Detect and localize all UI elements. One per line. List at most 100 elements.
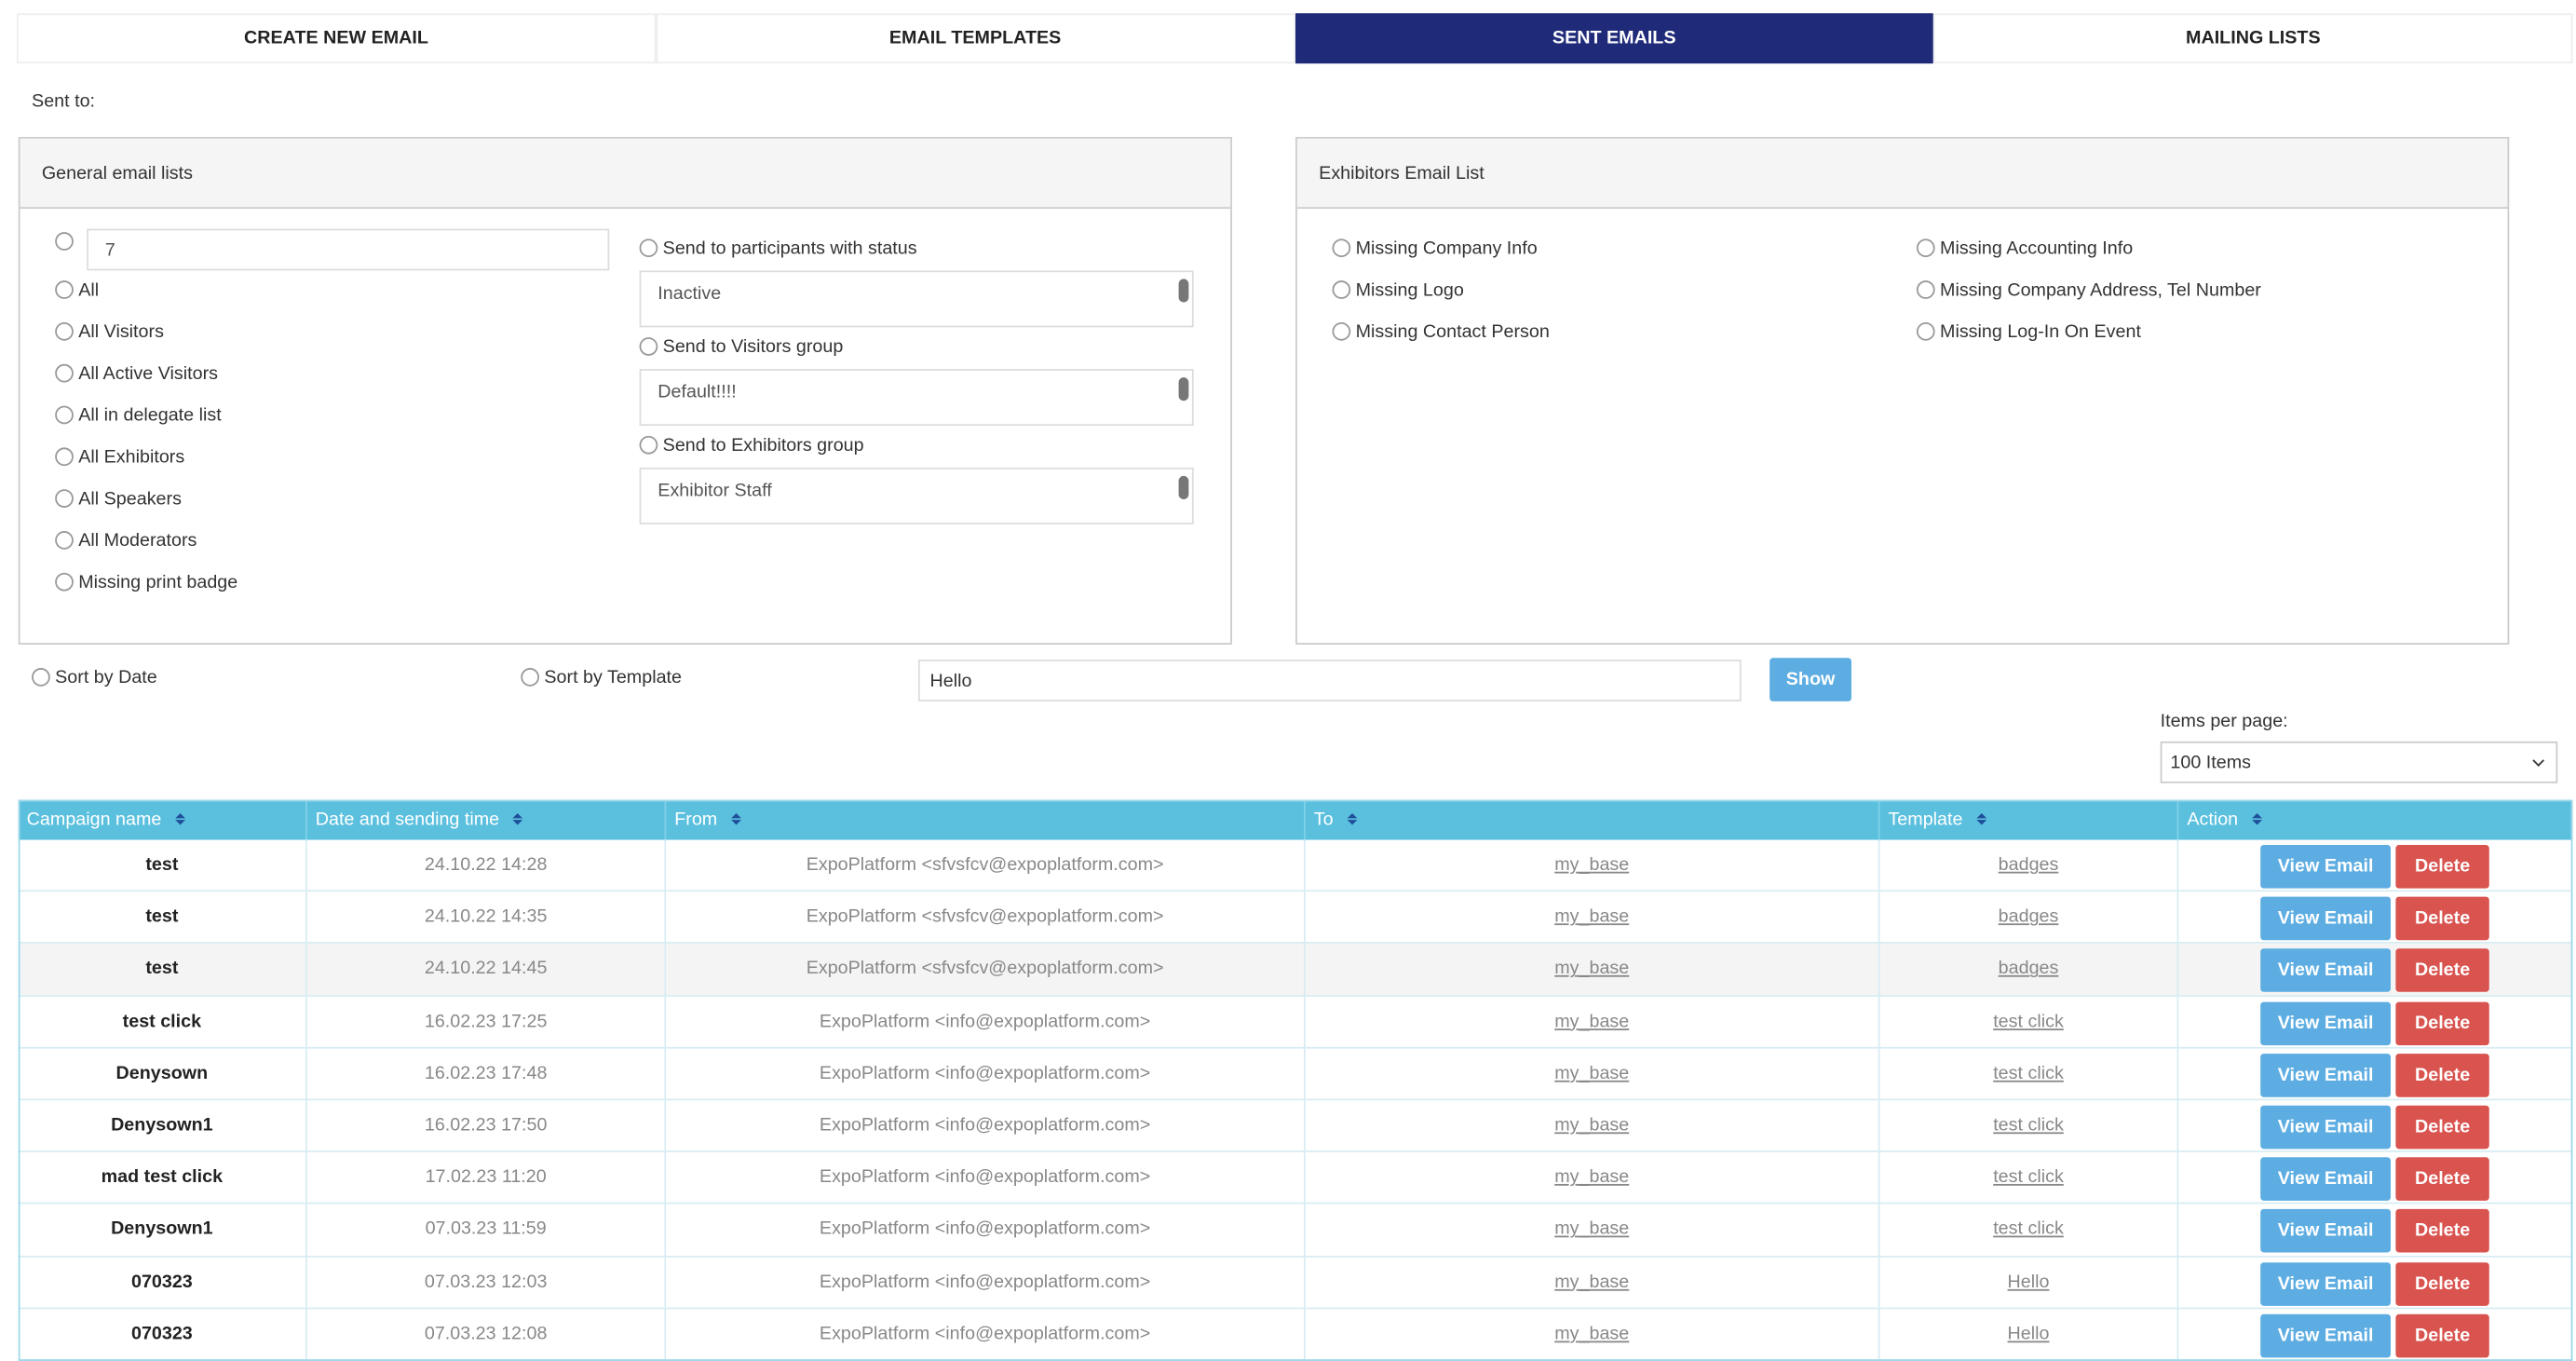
radio-button[interactable] (55, 321, 74, 341)
radio-button[interactable] (521, 668, 540, 687)
option-label[interactable]: Missing Company Info (1355, 238, 1538, 259)
text-input[interactable]: 7 (87, 228, 610, 271)
to-list[interactable]: my_base (1305, 996, 1880, 1049)
template-link[interactable]: Hello (1879, 1309, 2179, 1361)
to-list[interactable]: my_base (1305, 1257, 1880, 1310)
option-label[interactable]: Missing Logo (1355, 280, 1464, 301)
delete-button[interactable]: Delete (2395, 1105, 2489, 1150)
delete-button[interactable]: Delete (2395, 1261, 2489, 1306)
radio-button[interactable] (1916, 321, 1935, 341)
radio-button[interactable] (639, 337, 658, 356)
template-link[interactable]: Hello (1879, 1257, 2179, 1310)
view-email-button[interactable]: View Email (2260, 1261, 2392, 1306)
view-email-button[interactable]: View Email (2260, 845, 2392, 889)
radio-button[interactable] (55, 572, 74, 592)
option-label[interactable]: All Speakers (78, 489, 182, 510)
option-label[interactable]: All Visitors (78, 321, 164, 343)
to-list[interactable]: my_base (1305, 839, 1880, 892)
select-list[interactable]: Default!!!! (639, 369, 1194, 427)
search-input[interactable]: Hello (917, 660, 1742, 701)
items-per-page-select[interactable]: 100 Items (2160, 741, 2558, 783)
option-label[interactable]: Missing print badge (78, 572, 238, 593)
sort-icon[interactable] (730, 812, 741, 824)
sent-to-label[interactable]: Sent to: (32, 91, 96, 113)
column-header[interactable]: Campaign name (18, 799, 307, 840)
radio-button[interactable] (55, 489, 74, 508)
template-link[interactable]: test click (1879, 1152, 2179, 1205)
view-email-button[interactable]: View Email (2260, 1053, 2392, 1097)
option-label[interactable]: Send to participants with status (662, 238, 917, 259)
sort-icon[interactable] (512, 812, 523, 824)
option-label[interactable]: All Moderators (78, 531, 197, 551)
to-list[interactable]: my_base (1305, 1048, 1880, 1101)
template-link[interactable]: badges (1879, 839, 2179, 892)
option-label[interactable]: All Exhibitors (78, 447, 185, 468)
sort-icon[interactable] (2251, 812, 2262, 824)
select-list[interactable]: Inactive (639, 270, 1194, 328)
to-list[interactable]: my_base (1305, 1309, 1880, 1361)
view-email-button[interactable]: View Email (2260, 1000, 2392, 1045)
delete-button[interactable]: Delete (2395, 1157, 2489, 1202)
option-label[interactable]: Missing Accounting Info (1940, 238, 2134, 259)
to-list[interactable]: my_base (1305, 891, 1880, 945)
template-link[interactable]: test click (1879, 1048, 2179, 1101)
column-header[interactable]: Date and sending time (306, 799, 667, 840)
radio-button[interactable] (55, 405, 74, 425)
option-label[interactable]: All Active Visitors (78, 363, 219, 385)
radio-button[interactable] (1332, 280, 1351, 299)
radio-button[interactable] (1916, 280, 1935, 299)
radio-button[interactable] (55, 232, 74, 251)
view-email-button[interactable]: View Email (2260, 948, 2392, 993)
view-email-button[interactable]: View Email (2260, 1157, 2392, 1202)
view-email-button[interactable]: View Email (2260, 1209, 2392, 1254)
to-list[interactable]: my_base (1305, 1152, 1880, 1205)
delete-button[interactable]: Delete (2395, 845, 2489, 889)
delete-button[interactable]: Delete (2395, 1000, 2489, 1045)
option-label[interactable]: Send to Exhibitors group (662, 435, 864, 456)
to-list[interactable]: my_base (1305, 944, 1880, 997)
template-link[interactable]: badges (1879, 891, 2179, 945)
view-email-button[interactable]: View Email (2260, 896, 2392, 941)
radio-button[interactable] (55, 447, 74, 467)
template-link[interactable]: badges (1879, 944, 2179, 997)
tab[interactable]: EMAIL TEMPLATES (656, 13, 1295, 64)
radio-button[interactable] (1332, 238, 1351, 258)
tab[interactable]: SENT EMAILS (1295, 13, 1934, 64)
radio-button[interactable] (55, 531, 74, 550)
option-label[interactable]: All in delegate list (78, 405, 222, 427)
column-header[interactable]: Action (2178, 799, 2573, 840)
delete-button[interactable]: Delete (2395, 1209, 2489, 1254)
column-header[interactable]: From (666, 799, 1306, 840)
column-header[interactable]: To (1305, 799, 1880, 840)
option-label[interactable]: Missing Log-In On Event (1940, 321, 2141, 343)
sort-icon[interactable] (1346, 812, 1357, 824)
radio-button[interactable] (1332, 321, 1351, 341)
template-link[interactable]: test click (1879, 1204, 2179, 1258)
option-label[interactable]: Sort by Template (544, 668, 683, 688)
select-list[interactable]: Exhibitor Staff (639, 467, 1194, 524)
delete-button[interactable]: Delete (2395, 948, 2489, 993)
template-link[interactable]: test click (1879, 996, 2179, 1049)
radio-button[interactable] (55, 363, 74, 383)
option-label[interactable]: Send to Visitors group (662, 337, 844, 358)
radio-button[interactable] (1916, 238, 1935, 258)
sort-icon[interactable] (174, 812, 185, 824)
delete-button[interactable]: Delete (2395, 896, 2489, 941)
to-list[interactable]: my_base (1305, 1100, 1880, 1153)
view-email-button[interactable]: View Email (2260, 1105, 2392, 1150)
show-button[interactable]: Show (1769, 658, 1852, 701)
radio-button[interactable] (32, 668, 50, 687)
template-link[interactable]: test click (1879, 1100, 2179, 1153)
option-label[interactable]: Missing Contact Person (1355, 321, 1550, 343)
option-label[interactable]: Missing Company Address, Tel Number (1940, 280, 2261, 301)
column-header[interactable]: Template (1879, 799, 2179, 840)
radio-button[interactable] (639, 238, 658, 258)
tab[interactable]: CREATE NEW EMAIL (16, 13, 657, 64)
to-list[interactable]: my_base (1305, 1204, 1880, 1258)
option-label[interactable]: All (78, 280, 100, 301)
radio-button[interactable] (639, 435, 658, 455)
tab[interactable]: MAILING LISTS (1933, 13, 2573, 64)
items-per-page-label[interactable]: Items per page: (2160, 711, 2288, 732)
sort-icon[interactable] (1975, 812, 1986, 824)
radio-button[interactable] (55, 280, 74, 299)
